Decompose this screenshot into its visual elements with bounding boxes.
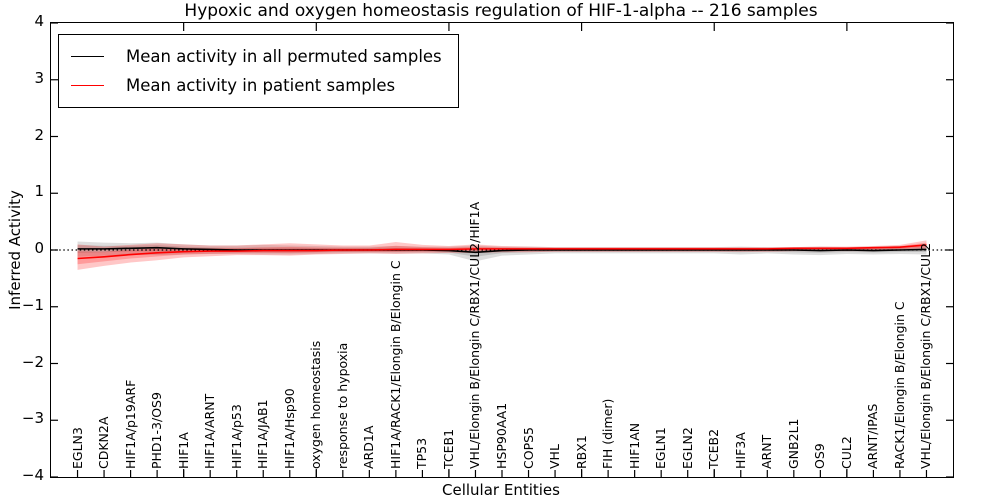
x-category-label: HSP90AA1 [494,402,509,469]
permuted-samples-confidence-band-outer [77,241,927,262]
x-category-label: TP53 [414,437,430,469]
patient-samples-confidence-band-outer [77,240,927,270]
y-tick-label: −4 [21,466,44,485]
x-category-label: CDKN2A [96,416,112,469]
x-category-label: ARNT/IPAS [865,403,881,469]
x-category-label: RBX1 [573,435,589,469]
plot-svg [51,23,953,477]
y-tick-label: −2 [21,352,44,371]
legend-line-sample [71,85,104,86]
series-line [77,246,927,254]
y-tick-label: −3 [21,409,44,428]
x-category-label: oxygen homeostasis [308,340,324,469]
y-tick-label: 4 [34,12,44,31]
legend-line-sample [71,56,104,57]
x-category-label: VHL [547,444,563,469]
x-category-label: HIF1A/RACK1/Elongin B/Elongin C [387,260,403,469]
y-tick-label: 2 [34,125,44,144]
x-category-label: HIF1A/Hsp90 [281,388,297,469]
legend-label: Mean activity in patient samples [126,76,396,95]
x-category-label: RACK1/Elongin B/Elongin C [891,301,907,469]
x-category-label: PHD1-3/OS9 [149,392,165,469]
y-tick-label: 0 [34,239,44,258]
x-category-label: CUL2 [838,436,854,469]
x-category-label: HIF1A [175,432,191,469]
x-category-label: HIF1A/p53 [228,404,244,469]
legend-entry: Mean activity in patient samples [71,71,442,100]
legend-label: Mean activity in all permuted samples [126,47,442,66]
x-category-label: HIF1AN [626,422,642,469]
x-category-label: HIF1A/JAB1 [255,399,271,469]
x-category-label: ARD1A [361,425,377,469]
x-category-label: response to hypoxia [334,342,350,469]
plot-area: EGLN3 CDKN2A HIF1A/p19ARF PHD1-3/OS9 HIF1A HI… [50,22,954,478]
x-category-label: EGLN3 [69,427,85,469]
chart-title: Hypoxic and oxygen homeostasis regulatio… [184,1,818,21]
x-category-label: VHL/Elongin B/Elongin C/RBX1/CUL2 [918,242,934,469]
y-tick-label: 1 [34,182,44,201]
x-category-label: ARNT [759,434,775,469]
x-category-label: TCEB1 [440,428,456,469]
patient-samples-confidence-band-inner [77,242,927,265]
legend-entry: Mean activity in all permuted samples [71,42,442,71]
x-category-label: GNB2L1 [785,418,801,469]
x-category-label: EGLN2 [679,427,695,469]
x-category-label: HIF1A/ARNT [202,393,218,469]
series-line [77,244,927,260]
x-category-label: FIH (dimer) [600,398,616,469]
x-category-label: VHL/Elongin B/Elongin C/RBX1/CUL2/HIF1A [467,201,483,469]
y-tick-label: −1 [21,295,44,314]
x-category-label: HIF3A [732,432,748,469]
y-tick-label: 3 [34,68,44,87]
x-axis-label: Cellular Entities [442,481,560,499]
x-category-label: COPS5 [520,427,536,469]
x-category-label: OS9 [812,443,828,469]
x-category-label: HIF1A/p19ARF [122,379,138,469]
x-category-label: EGLN1 [653,427,669,469]
legend: Mean activity in all permuted samples Mea… [58,34,459,108]
x-category-label: TCEB2 [706,428,722,469]
